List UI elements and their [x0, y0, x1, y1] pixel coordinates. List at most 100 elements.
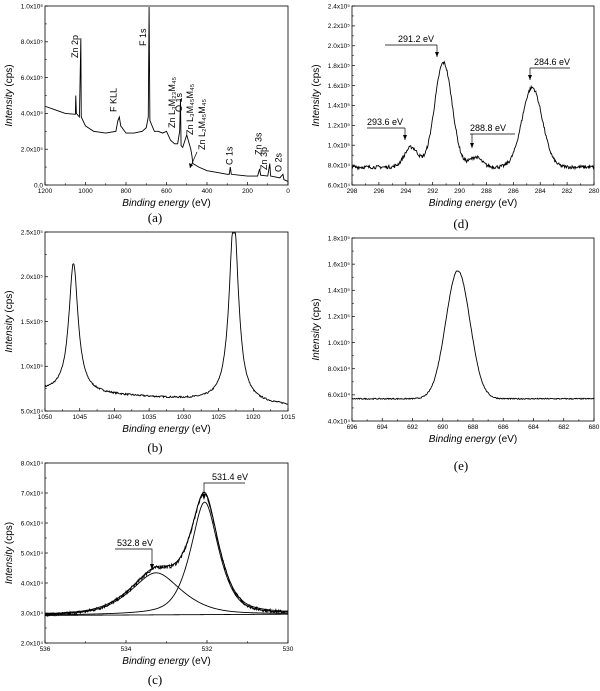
peak-label: Zn L₃M₄₅M₄₅	[185, 83, 195, 135]
annotation-arrowhead	[528, 75, 532, 80]
peak-label: C 1s	[224, 146, 234, 165]
x-tick-label: 298	[347, 188, 358, 195]
y-tick-label: 4.0x10⁴	[21, 580, 44, 587]
x-tick-label: 296	[373, 188, 384, 195]
y-tick-label: 2.2x10⁵	[328, 23, 351, 30]
x-tick-label: 1045	[72, 414, 87, 421]
y-tick-label: 1.0x10⁶	[21, 3, 44, 10]
x-tick-label: 1015	[281, 414, 296, 421]
x-tick-label: 284	[535, 188, 546, 195]
panel-caption: (d)	[453, 216, 468, 231]
x-axis-label: Binding energy (eV)	[122, 198, 210, 209]
y-tick-label: 5.0x10⁴	[21, 550, 44, 557]
y-axis-label: Intensity (cps)	[4, 290, 15, 352]
chart-c: 536 534 532 530 2.0x10⁴ 3.0x10⁴ 4.0x10⁴ 5.0x10⁴…	[4, 460, 294, 687]
y-tick-label: 4.0x10⁴	[328, 418, 351, 425]
x-tick-label: 200	[242, 188, 253, 195]
peak-label: 531.4 eV	[212, 472, 248, 482]
x-tick-label: 282	[562, 188, 573, 195]
x-tick-label: 294	[400, 188, 411, 195]
x-tick-label: 682	[558, 424, 569, 431]
x-tick-label: 292	[427, 188, 438, 195]
series-line-c-4	[44, 491, 289, 617]
x-tick-label: 288	[481, 188, 492, 195]
series-line-e-0	[351, 270, 595, 401]
chart-e: 696 694 692 690 688 686 684 682 680 4.0x10⁴ 6.0x10…	[311, 235, 600, 473]
series-line-c-2	[45, 501, 289, 616]
series-line-c-3	[44, 491, 289, 615]
x-tick-label: 680	[589, 424, 600, 431]
x-axis-label: Binding energy (eV)	[429, 198, 517, 209]
x-tick-label: 696	[347, 424, 358, 431]
panel-caption: (e)	[454, 458, 468, 473]
x-tick-label: 690	[437, 424, 448, 431]
chart-d: 298 296 294 292 290 288 286 284 282 280 6.0x10⁴ 8.0…	[311, 3, 600, 231]
peak-label: 288.8 eV	[470, 123, 506, 133]
x-tick-label: 530	[283, 646, 294, 653]
x-tick-label: 688	[468, 424, 479, 431]
panel-caption: (b)	[147, 440, 162, 455]
series-line-c-0	[45, 613, 288, 616]
peak-label: 284.6 eV	[534, 57, 570, 67]
x-tick-label: 600	[161, 188, 172, 195]
x-tick-label: 1025	[211, 414, 226, 421]
x-tick-label: 686	[498, 424, 509, 431]
y-tick-label: 2.0x10⁵	[21, 147, 44, 154]
y-tick-label: 1.6x10⁵	[328, 83, 351, 90]
series-line-d-0	[351, 60, 595, 171]
peak-label: 293.6 eV	[367, 117, 403, 127]
annotation-arrowhead	[202, 494, 206, 500]
peak-label: O 1s	[174, 92, 184, 112]
y-tick-label: 6.0x10⁴	[21, 520, 44, 527]
peak-label: 291.2 eV	[398, 34, 434, 44]
x-axis-label: Binding energy (eV)	[429, 434, 517, 445]
peak-label: Zn 3s	[254, 132, 264, 155]
peak-label: F KLL	[108, 88, 118, 112]
y-tick-label: 4.0x10⁵	[21, 111, 44, 118]
x-tick-label: 280	[589, 188, 600, 195]
peak-label: Zn L₃M₂₃M₄₅	[167, 76, 177, 128]
peak-label: Zn 2p	[70, 35, 80, 58]
plot-frame-e	[351, 237, 595, 422]
y-tick-label: 1.8x10⁵	[328, 63, 351, 70]
y-tick-label: 1.2x10⁵	[328, 314, 351, 321]
x-tick-label: 532	[202, 646, 213, 653]
annotation-arrowhead	[403, 135, 407, 140]
y-tick-label: 7.0x10⁴	[21, 490, 44, 497]
annotation-leader	[203, 482, 245, 496]
x-tick-label: 536	[40, 646, 51, 653]
y-tick-label: 2.0x10⁵	[328, 43, 351, 50]
y-tick-label: 6.0x10⁴	[328, 392, 351, 399]
x-tick-label: 1030	[177, 414, 192, 421]
y-tick-label: 0.0	[34, 182, 43, 189]
annotation-leader	[115, 548, 153, 565]
peak-label: 532.8 eV	[117, 538, 153, 548]
x-tick-label: 286	[508, 188, 519, 195]
annotation-arrowhead	[435, 52, 439, 57]
x-tick-label: 1200	[38, 188, 53, 195]
y-tick-label: 8.0x10⁵	[21, 39, 44, 46]
annotation-arrowhead	[150, 564, 154, 570]
x-axis-label: Binding energy (eV)	[122, 424, 210, 435]
x-tick-label: 0	[286, 188, 290, 195]
y-tick-label: 1.8x10⁵	[328, 235, 351, 242]
y-axis-label: Intensity (cps)	[4, 522, 15, 584]
y-tick-label: 3.0x10⁴	[21, 610, 44, 617]
plot-frame-c	[44, 462, 289, 644]
peak-label: F 1s	[138, 28, 148, 46]
y-tick-label: 1.0x10⁵	[328, 340, 351, 347]
y-tick-label: 8.0x10⁴	[328, 366, 351, 373]
x-axis-label: Binding energy (eV)	[122, 656, 210, 667]
y-tick-label: 1.0x10⁵	[21, 364, 44, 371]
x-tick-label: 1020	[246, 414, 261, 421]
x-tick-label: 534	[121, 646, 132, 653]
annotation-arrowhead	[470, 143, 474, 148]
chart-a: 1200 1000 800 600 400 200 0 0.0 2.0x10⁵ 4.0x10⁵ 6.…	[4, 3, 290, 225]
y-tick-label: 6.0x10⁵	[21, 75, 44, 82]
peak-label: Zn 3p	[259, 147, 269, 170]
y-tick-label: 2.4x10⁵	[328, 3, 351, 10]
panel-caption: (c)	[148, 672, 162, 687]
y-tick-label: 5.0x10⁴	[21, 408, 44, 415]
series-line-b-0	[44, 232, 289, 405]
